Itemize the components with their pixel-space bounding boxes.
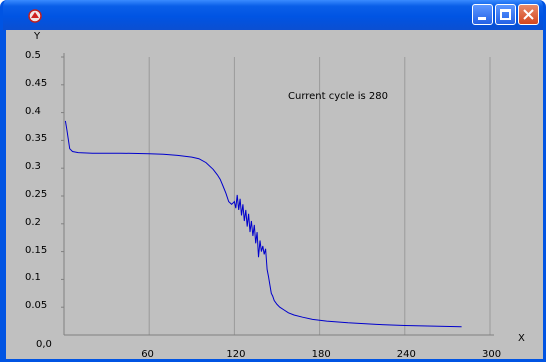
close-button[interactable] [518,4,539,25]
series-group [64,120,462,328]
x-tick-label: 120 [226,349,246,360]
status-text: Current cycle is 280 [288,91,389,102]
app-icon [28,9,42,23]
y-tick-label: 0.1 [25,272,41,284]
close-icon [523,9,534,20]
y-tick-label: 0.4 [25,105,41,117]
maximize-icon [500,9,511,20]
minimize-button[interactable] [472,4,493,25]
grid-lines [148,57,491,335]
y-tick-label: 0.15 [25,244,48,256]
y-tick-label: 0.05 [25,300,48,312]
y-tick-label: 0.3 [25,161,41,173]
x-axis-title: X [518,333,525,344]
x-tick-label: 300 [482,349,502,360]
x-tick-label: 240 [396,349,416,360]
minimize-icon [478,17,486,20]
y-tick-label: 0.2 [25,216,41,228]
origin-label: 0,0 [36,339,52,350]
y-tick-label: 0.35 [25,133,48,145]
x-tick-label: 180 [311,349,331,360]
axes [61,53,494,336]
y-tick-label: 0.45 [25,77,48,89]
y-tick-label: 0.5 [25,50,41,61]
title-bar[interactable] [3,0,543,30]
maximize-button[interactable] [495,4,516,25]
y-axis-title: Y [34,31,41,42]
x-tick-label: 60 [141,349,154,360]
series-line [64,120,462,328]
y-tick-label: 0.25 [25,189,48,200]
chart-panel [6,30,543,359]
